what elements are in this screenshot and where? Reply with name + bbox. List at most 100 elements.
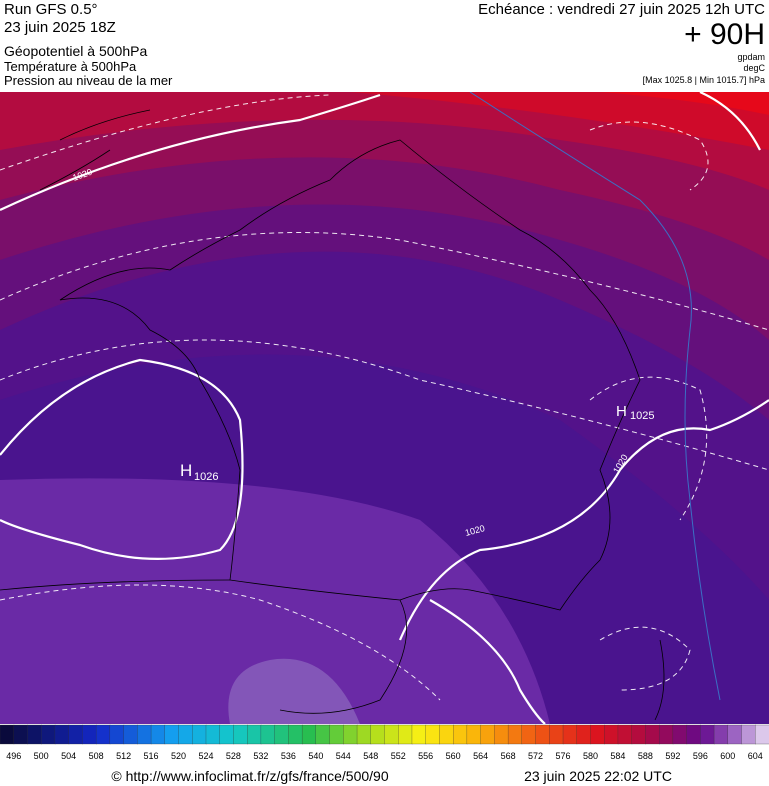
colorbar-label: 496 — [6, 751, 21, 761]
color-cell — [137, 724, 152, 745]
lead-time: + 90H — [684, 18, 765, 51]
color-cell — [150, 724, 166, 745]
color-cell — [329, 724, 344, 745]
isotherm — [0, 339, 769, 471]
colorbar-label: 540 — [308, 751, 323, 761]
high-value: 1026 — [194, 471, 218, 483]
color-cell — [343, 724, 358, 745]
color-cell — [535, 724, 550, 745]
color-cell — [247, 724, 262, 745]
color-cell — [672, 724, 688, 745]
field — [228, 658, 360, 724]
isotherm — [0, 584, 441, 701]
color-cell — [205, 724, 221, 745]
colorbar-label: 508 — [89, 751, 104, 761]
colorbar-label: 556 — [418, 751, 433, 761]
colorbar-label: 588 — [638, 751, 653, 761]
isobar — [429, 599, 546, 724]
colorbar-label: 544 — [336, 751, 351, 761]
color-cell — [700, 724, 715, 745]
color-cell — [645, 724, 660, 745]
color-cell — [13, 724, 29, 745]
country-border — [59, 139, 641, 611]
color-cell — [54, 724, 70, 745]
colorbar-label: 564 — [473, 751, 488, 761]
field — [350, 92, 769, 150]
title: Géopotentiel à 500hPa — [4, 43, 147, 59]
color-cell — [0, 724, 15, 745]
color-cell — [425, 724, 441, 745]
unit: gpdam — [737, 52, 765, 62]
colorbar-label: 504 — [61, 751, 76, 761]
colorbar-label: 552 — [391, 751, 406, 761]
color-cell — [713, 724, 729, 745]
colorbar-label: 528 — [226, 751, 241, 761]
color-cell — [356, 724, 372, 745]
color-cell — [398, 724, 413, 745]
footer-url: © http://www.infoclimat.fr/z/gfs/france/… — [111, 768, 388, 784]
isobar — [0, 93, 381, 211]
colorbar-label: 524 — [198, 751, 213, 761]
isobar — [398, 399, 769, 641]
colorbar-label: 520 — [171, 751, 186, 761]
color-cell — [411, 724, 427, 745]
subtitle: Température à 500hPa — [4, 59, 137, 74]
isotherm — [0, 232, 769, 331]
colorbar-label: 532 — [253, 751, 268, 761]
river — [469, 92, 721, 701]
color-cell — [507, 724, 523, 745]
colorbar-label: 512 — [116, 751, 131, 761]
map: H 1026 H 1025 1020 1020 1020 — [0, 92, 769, 724]
high-letter: H — [616, 403, 627, 420]
colorbar-label: 500 — [34, 751, 49, 761]
color-cell — [727, 724, 743, 745]
isotherm — [589, 121, 709, 191]
colorbar-label: 560 — [446, 751, 461, 761]
color-cell — [439, 724, 454, 745]
color-cell — [658, 724, 674, 745]
color-cell — [686, 724, 701, 745]
color-cell — [466, 724, 482, 745]
isobar — [0, 358, 244, 560]
color-cell — [178, 724, 193, 745]
color-cell — [288, 724, 303, 745]
high-value: 1025 — [630, 410, 654, 422]
colorbar-label: 516 — [144, 751, 159, 761]
color-cell — [604, 724, 619, 745]
color-cell — [562, 724, 578, 745]
field — [600, 92, 769, 115]
forecast: Echéance : vendredi 27 juin 2025 12h UTC — [478, 1, 765, 18]
color-cell — [549, 724, 564, 745]
coastline — [39, 109, 151, 191]
color-cell — [741, 724, 756, 745]
high-letter: H — [180, 461, 192, 480]
run-date: 23 juin 2025 18Z — [4, 19, 116, 36]
colorbar-label: 600 — [720, 751, 735, 761]
isotherm — [0, 94, 331, 171]
color-cell — [370, 724, 386, 745]
colorbar-label: 576 — [556, 751, 571, 761]
colorbar-label: 592 — [665, 751, 680, 761]
colorbar-label: 596 — [693, 751, 708, 761]
color-cell — [590, 724, 605, 745]
field — [0, 478, 550, 724]
color-cell — [219, 724, 235, 745]
color-cell — [384, 724, 399, 745]
range: [Max 1025.8 | Min 1015.7] hPa — [643, 75, 765, 85]
color-cell — [576, 724, 592, 745]
color-cell — [301, 724, 317, 745]
coastline — [654, 639, 665, 721]
color-cell — [109, 724, 125, 745]
colorbar-label: 536 — [281, 751, 296, 761]
isobar — [699, 92, 761, 151]
color-cell — [631, 724, 647, 745]
color-cell — [453, 724, 468, 745]
isotherm — [599, 626, 691, 691]
colorbar-label: 580 — [583, 751, 598, 761]
color-cell — [192, 724, 207, 745]
color-cell — [274, 724, 290, 745]
colorbar-label: 572 — [528, 751, 543, 761]
subtitle: Pression au niveau de la mer — [4, 73, 173, 88]
